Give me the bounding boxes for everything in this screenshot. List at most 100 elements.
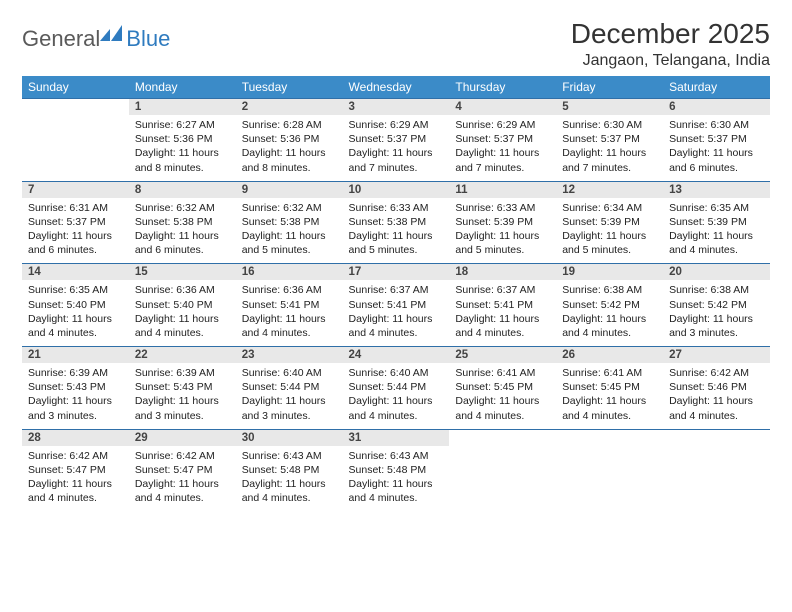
day-info-cell: Sunrise: 6:29 AMSunset: 5:37 PMDaylight:… bbox=[449, 115, 556, 181]
sunrise-line: Sunrise: 6:41 AM bbox=[562, 366, 657, 380]
day-number-cell: 21 bbox=[22, 347, 129, 364]
day-info-cell: Sunrise: 6:34 AMSunset: 5:39 PMDaylight:… bbox=[556, 198, 663, 264]
day-info-cell: Sunrise: 6:41 AMSunset: 5:45 PMDaylight:… bbox=[556, 363, 663, 429]
day-number-cell: 7 bbox=[22, 181, 129, 198]
day-info-cell: Sunrise: 6:39 AMSunset: 5:43 PMDaylight:… bbox=[22, 363, 129, 429]
month-title: December 2025 bbox=[571, 18, 770, 50]
sunset-line: Sunset: 5:43 PM bbox=[28, 380, 123, 394]
day-info-cell: Sunrise: 6:41 AMSunset: 5:45 PMDaylight:… bbox=[449, 363, 556, 429]
logo: General Blue bbox=[22, 18, 170, 52]
day-info-cell: Sunrise: 6:38 AMSunset: 5:42 PMDaylight:… bbox=[556, 280, 663, 346]
sunrise-line: Sunrise: 6:30 AM bbox=[669, 118, 764, 132]
sunset-line: Sunset: 5:42 PM bbox=[669, 298, 764, 312]
day-info-cell: Sunrise: 6:42 AMSunset: 5:47 PMDaylight:… bbox=[22, 446, 129, 512]
day-number-cell: 2 bbox=[236, 99, 343, 116]
day-number-cell: 28 bbox=[22, 429, 129, 446]
day-number-cell: 24 bbox=[343, 347, 450, 364]
weekday-header: Sunday bbox=[22, 76, 129, 99]
daylight-line: Daylight: 11 hours and 5 minutes. bbox=[349, 229, 444, 257]
day-info-cell: Sunrise: 6:37 AMSunset: 5:41 PMDaylight:… bbox=[449, 280, 556, 346]
sunset-line: Sunset: 5:39 PM bbox=[669, 215, 764, 229]
day-info-cell: Sunrise: 6:27 AMSunset: 5:36 PMDaylight:… bbox=[129, 115, 236, 181]
sail-icon bbox=[100, 25, 122, 41]
day-number-cell: 8 bbox=[129, 181, 236, 198]
day-number-cell: 10 bbox=[343, 181, 450, 198]
sunset-line: Sunset: 5:40 PM bbox=[28, 298, 123, 312]
sunset-line: Sunset: 5:44 PM bbox=[349, 380, 444, 394]
sunset-line: Sunset: 5:39 PM bbox=[455, 215, 550, 229]
sunset-line: Sunset: 5:42 PM bbox=[562, 298, 657, 312]
sunset-line: Sunset: 5:46 PM bbox=[669, 380, 764, 394]
day-info-cell: Sunrise: 6:38 AMSunset: 5:42 PMDaylight:… bbox=[663, 280, 770, 346]
sunrise-line: Sunrise: 6:36 AM bbox=[135, 283, 230, 297]
sunrise-line: Sunrise: 6:31 AM bbox=[28, 201, 123, 215]
day-number-cell: 1 bbox=[129, 99, 236, 116]
day-number-cell: 12 bbox=[556, 181, 663, 198]
daylight-line: Daylight: 11 hours and 4 minutes. bbox=[242, 477, 337, 505]
day-number-cell: 5 bbox=[556, 99, 663, 116]
sunrise-line: Sunrise: 6:42 AM bbox=[28, 449, 123, 463]
daylight-line: Daylight: 11 hours and 4 minutes. bbox=[135, 477, 230, 505]
day-number-row: 14151617181920 bbox=[22, 264, 770, 281]
day-number-cell: 26 bbox=[556, 347, 663, 364]
calendar-page: General Blue December 2025 Jangaon, Tela… bbox=[0, 0, 792, 529]
day-info-cell: Sunrise: 6:42 AMSunset: 5:47 PMDaylight:… bbox=[129, 446, 236, 512]
daylight-line: Daylight: 11 hours and 5 minutes. bbox=[455, 229, 550, 257]
day-number-row: 78910111213 bbox=[22, 181, 770, 198]
daylight-line: Daylight: 11 hours and 4 minutes. bbox=[242, 312, 337, 340]
sunrise-line: Sunrise: 6:34 AM bbox=[562, 201, 657, 215]
sunrise-line: Sunrise: 6:41 AM bbox=[455, 366, 550, 380]
daylight-line: Daylight: 11 hours and 3 minutes. bbox=[28, 394, 123, 422]
day-info-cell: Sunrise: 6:28 AMSunset: 5:36 PMDaylight:… bbox=[236, 115, 343, 181]
sunset-line: Sunset: 5:44 PM bbox=[242, 380, 337, 394]
day-number-cell: 22 bbox=[129, 347, 236, 364]
daylight-line: Daylight: 11 hours and 4 minutes. bbox=[562, 312, 657, 340]
sunrise-line: Sunrise: 6:37 AM bbox=[349, 283, 444, 297]
sunset-line: Sunset: 5:37 PM bbox=[349, 132, 444, 146]
day-number-cell: 16 bbox=[236, 264, 343, 281]
day-number-row: 21222324252627 bbox=[22, 347, 770, 364]
day-number-row: 123456 bbox=[22, 99, 770, 116]
day-number-cell: 3 bbox=[343, 99, 450, 116]
day-info-row: Sunrise: 6:35 AMSunset: 5:40 PMDaylight:… bbox=[22, 280, 770, 346]
day-number-cell: 4 bbox=[449, 99, 556, 116]
day-number-cell bbox=[449, 429, 556, 446]
daylight-line: Daylight: 11 hours and 4 minutes. bbox=[562, 394, 657, 422]
day-info-cell: Sunrise: 6:37 AMSunset: 5:41 PMDaylight:… bbox=[343, 280, 450, 346]
daylight-line: Daylight: 11 hours and 4 minutes. bbox=[135, 312, 230, 340]
day-info-cell: Sunrise: 6:40 AMSunset: 5:44 PMDaylight:… bbox=[236, 363, 343, 429]
sunrise-line: Sunrise: 6:40 AM bbox=[242, 366, 337, 380]
day-number-cell: 25 bbox=[449, 347, 556, 364]
sunrise-line: Sunrise: 6:35 AM bbox=[28, 283, 123, 297]
sunset-line: Sunset: 5:40 PM bbox=[135, 298, 230, 312]
sunset-line: Sunset: 5:47 PM bbox=[135, 463, 230, 477]
sunrise-line: Sunrise: 6:27 AM bbox=[135, 118, 230, 132]
daylight-line: Daylight: 11 hours and 8 minutes. bbox=[135, 146, 230, 174]
daylight-line: Daylight: 11 hours and 4 minutes. bbox=[455, 394, 550, 422]
weekday-header: Friday bbox=[556, 76, 663, 99]
day-number-cell: 15 bbox=[129, 264, 236, 281]
sunset-line: Sunset: 5:45 PM bbox=[455, 380, 550, 394]
day-info-cell: Sunrise: 6:35 AMSunset: 5:39 PMDaylight:… bbox=[663, 198, 770, 264]
sunrise-line: Sunrise: 6:39 AM bbox=[28, 366, 123, 380]
day-info-cell bbox=[22, 115, 129, 181]
day-number-cell: 29 bbox=[129, 429, 236, 446]
day-number-cell: 14 bbox=[22, 264, 129, 281]
sunset-line: Sunset: 5:38 PM bbox=[135, 215, 230, 229]
sunset-line: Sunset: 5:36 PM bbox=[242, 132, 337, 146]
calendar-table: SundayMondayTuesdayWednesdayThursdayFrid… bbox=[22, 76, 770, 511]
sunset-line: Sunset: 5:37 PM bbox=[28, 215, 123, 229]
day-info-cell: Sunrise: 6:31 AMSunset: 5:37 PMDaylight:… bbox=[22, 198, 129, 264]
sunset-line: Sunset: 5:37 PM bbox=[669, 132, 764, 146]
weekday-header: Wednesday bbox=[343, 76, 450, 99]
day-number-cell bbox=[556, 429, 663, 446]
weekday-header: Saturday bbox=[663, 76, 770, 99]
sunset-line: Sunset: 5:36 PM bbox=[135, 132, 230, 146]
day-info-cell bbox=[663, 446, 770, 512]
sunrise-line: Sunrise: 6:33 AM bbox=[349, 201, 444, 215]
sunrise-line: Sunrise: 6:40 AM bbox=[349, 366, 444, 380]
sunrise-line: Sunrise: 6:42 AM bbox=[135, 449, 230, 463]
daylight-line: Daylight: 11 hours and 4 minutes. bbox=[349, 312, 444, 340]
day-number-cell: 19 bbox=[556, 264, 663, 281]
day-info-cell bbox=[556, 446, 663, 512]
